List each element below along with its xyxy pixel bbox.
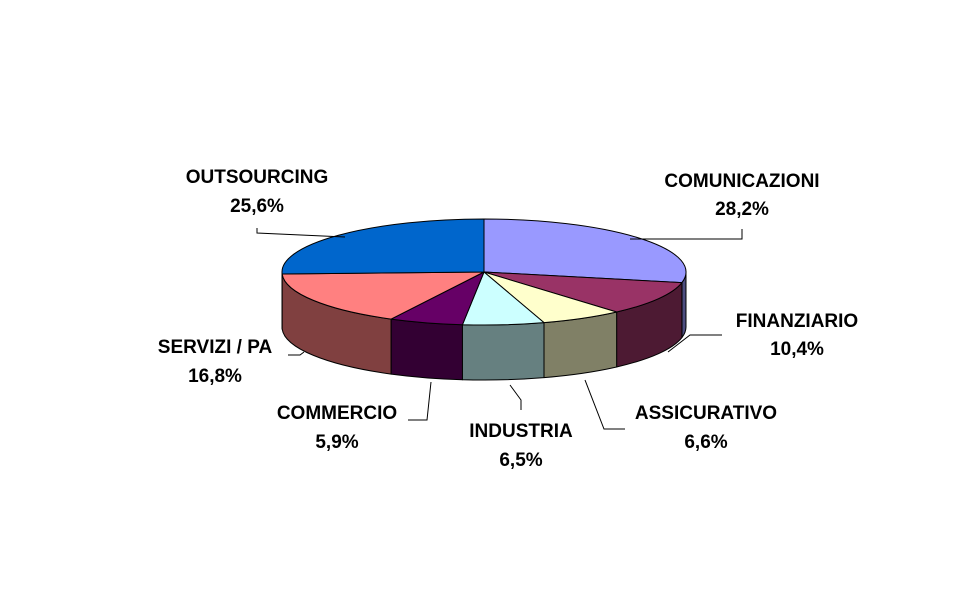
label-group-assicurativo: ASSICURATIVO 6,6%	[635, 403, 777, 453]
value-label-outsourcing: 25,6%	[230, 196, 284, 217]
value-label-servizi-pa: 16,8%	[188, 366, 242, 387]
category-label-finanziario: FINANZIARIO	[736, 311, 858, 332]
leader-line-outsourcing	[256, 228, 346, 238]
category-label-industria: INDUSTRIA	[469, 421, 573, 442]
leader-line-industria	[509, 384, 522, 410]
value-label-comunicazioni: 28,2%	[715, 199, 769, 220]
leader-line-commercio	[408, 381, 432, 421]
value-label-finanziario: 10,4%	[770, 339, 824, 360]
label-group-finanziario: FINANZIARIO 10,4%	[736, 311, 858, 360]
category-label-servizi-pa: SERVIZI / PA	[158, 337, 273, 358]
label-group-comunicazioni: COMUNICAZIONI 28,2%	[664, 171, 819, 220]
leader-line-assicurativo	[584, 379, 625, 430]
pie-side-commercio	[390, 318, 463, 381]
pie-sides	[281, 271, 687, 381]
value-label-industria: 6,5%	[499, 450, 542, 471]
pie-slice-outsourcing	[281, 218, 485, 275]
label-group-outsourcing: OUTSOURCING 25,6%	[186, 167, 329, 217]
leader-line-servizi-pa	[288, 351, 305, 356]
leader-line-finanziario	[667, 334, 722, 353]
label-group-industria: INDUSTRIA 6,5%	[469, 421, 573, 471]
category-label-commercio: COMMERCIO	[277, 403, 397, 424]
value-label-assicurativo: 6,6%	[684, 432, 727, 453]
pie-slice-finanziario	[483, 271, 683, 313]
pie-slice-comunicazioni	[483, 218, 687, 284]
label-group-servizi-pa: SERVIZI / PA 16,8%	[158, 337, 273, 387]
category-label-outsourcing: OUTSOURCING	[186, 167, 329, 188]
pie-slice-servizi-pa	[281, 271, 485, 320]
value-label-commercio: 5,9%	[315, 432, 358, 453]
pie-side-industria	[461, 322, 545, 381]
category-label-comunicazioni: COMUNICAZIONI	[664, 171, 819, 192]
leader-line-comunicazioni	[630, 229, 743, 240]
label-group-commercio: COMMERCIO 5,9%	[277, 403, 397, 453]
leader-lines	[256, 228, 743, 430]
category-label-assicurativo: ASSICURATIVO	[635, 403, 777, 424]
pie-top-faces	[281, 218, 687, 326]
slice-labels: COMUNICAZIONI 28,2% FINANZIARIO 10,4% ASSICU…	[158, 167, 858, 471]
